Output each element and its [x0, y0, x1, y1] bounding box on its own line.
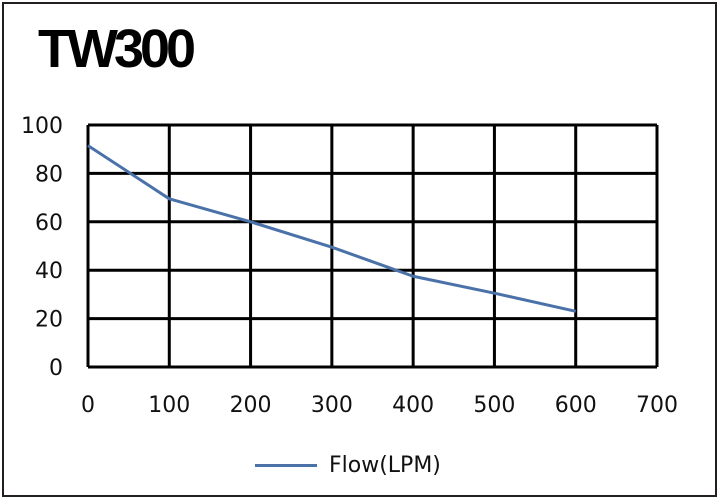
series-line-flow — [87, 144, 577, 313]
x-tick-label: 100 — [148, 393, 190, 418]
x-tick-label: 600 — [555, 393, 597, 418]
series-lines — [87, 144, 577, 313]
x-tick-label: 0 — [81, 393, 95, 418]
y-axis-tick-labels: 0 20 40 60 80 100 — [21, 114, 63, 381]
x-axis-tick-labels: 0 100 200 300 400 500 600 700 — [81, 393, 678, 418]
y-tick-label: 60 — [35, 211, 63, 236]
grid-lines — [86, 123, 659, 369]
y-tick-label: 40 — [35, 259, 63, 284]
x-tick-label: 200 — [230, 393, 272, 418]
x-tick-label: 700 — [636, 393, 678, 418]
legend: Flow(LPM) — [255, 451, 441, 479]
x-tick-label: 400 — [392, 393, 434, 418]
legend-swatch — [255, 463, 317, 467]
x-tick-label: 500 — [473, 393, 515, 418]
y-tick-label: 20 — [35, 308, 63, 333]
y-tick-label: 100 — [21, 114, 63, 139]
y-tick-label: 80 — [35, 162, 63, 187]
y-tick-label: 0 — [49, 356, 63, 381]
chart-title: TW300 — [38, 19, 196, 79]
chart-frame — [2, 2, 717, 497]
x-tick-label: 300 — [311, 393, 353, 418]
legend-label: Flow(LPM) — [329, 452, 441, 478]
